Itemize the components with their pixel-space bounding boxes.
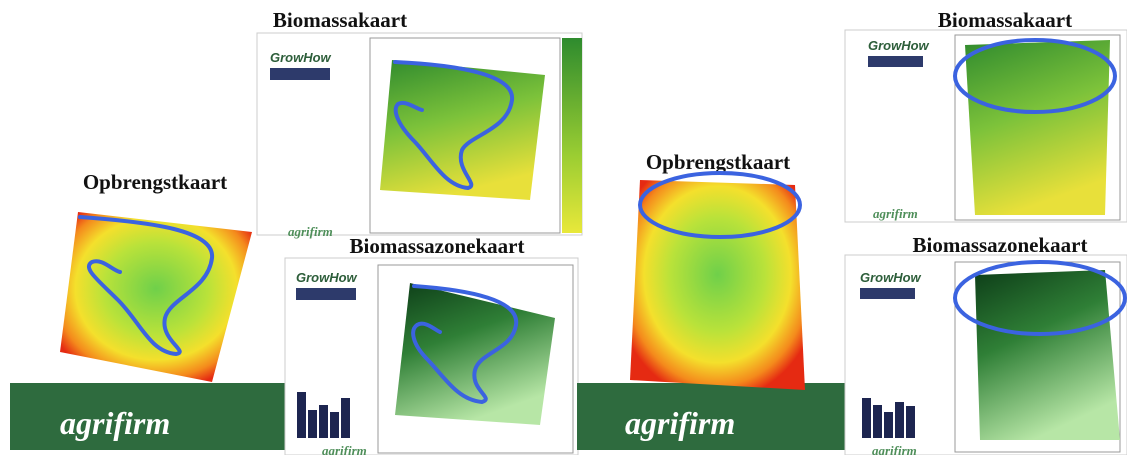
logo: agrifirm	[625, 405, 735, 441]
doc-header-bar	[860, 288, 915, 299]
doc-footer: agrifirm	[873, 206, 918, 221]
zone-title: Biomassazonekaart	[350, 234, 525, 258]
doc-brand: GrowHow	[270, 50, 332, 65]
doc-bar-chart	[297, 392, 350, 438]
doc-header-bar	[868, 56, 923, 67]
biomass-title: Biomassakaart	[273, 8, 407, 32]
yield-map	[60, 212, 252, 382]
highlight-ellipses	[638, 38, 1127, 336]
yield-title: Opbrengstkaart	[83, 170, 227, 194]
zone-title: Biomassazonekaart	[913, 233, 1088, 257]
highlight-curves	[78, 60, 519, 405]
doc-bar-chart	[862, 398, 915, 438]
doc-footer: agrifirm	[288, 224, 333, 239]
logo: agrifirm	[60, 405, 170, 441]
doc-brand: GrowHow	[868, 38, 930, 53]
logo-banner	[10, 383, 290, 450]
biomass-map	[965, 40, 1110, 215]
biomass-title: Biomassakaart	[938, 8, 1072, 32]
yield-map	[630, 180, 805, 390]
logo-banner	[577, 383, 852, 450]
zone-map	[975, 270, 1120, 440]
doc-header-bar	[270, 68, 330, 80]
doc-brand: GrowHow	[860, 270, 922, 285]
doc-footer: agrifirm	[872, 443, 917, 455]
doc-header-bar	[296, 288, 356, 300]
doc-footer: agrifirm	[322, 443, 367, 455]
yield-title: Opbrengstkaart	[646, 150, 790, 174]
biomass-map	[380, 60, 545, 200]
doc-brand: GrowHow	[296, 270, 358, 285]
legend-strip	[562, 38, 582, 233]
